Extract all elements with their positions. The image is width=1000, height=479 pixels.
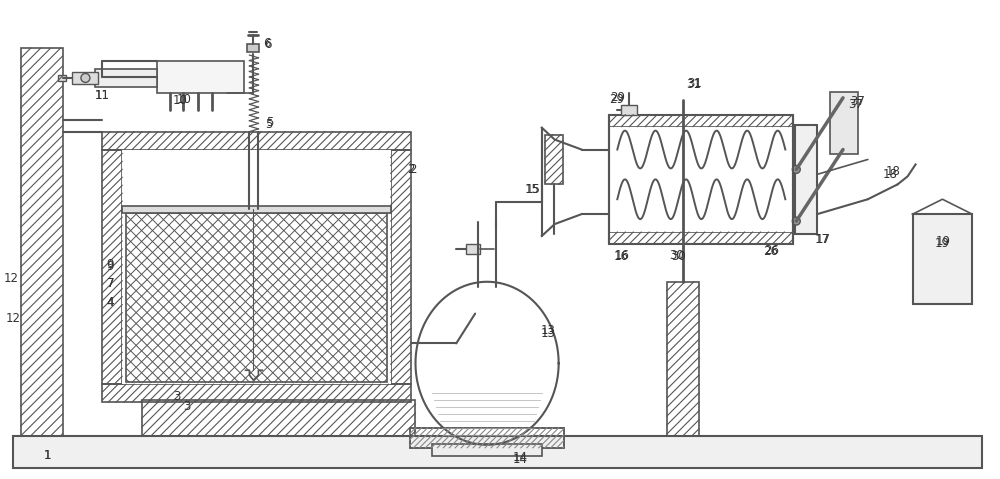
Text: 2: 2 [407,163,414,176]
Text: 14: 14 [512,451,527,464]
Polygon shape [157,61,244,93]
Text: 37: 37 [850,95,865,108]
Text: 1: 1 [44,449,51,462]
Text: 37: 37 [848,98,863,111]
Circle shape [839,94,847,102]
Text: 11: 11 [95,90,110,103]
Polygon shape [122,149,391,384]
Text: 29: 29 [609,93,624,106]
Text: 5: 5 [266,116,273,129]
Text: 18: 18 [882,168,897,181]
Text: 26: 26 [764,244,779,257]
Circle shape [839,146,847,153]
Text: 3: 3 [173,389,181,402]
Text: 19: 19 [935,238,950,251]
Polygon shape [58,75,66,81]
Text: 9: 9 [107,258,114,271]
Text: 1: 1 [44,449,51,462]
Text: 7: 7 [107,277,114,290]
Text: 15: 15 [524,183,539,196]
Polygon shape [795,125,817,234]
Text: 16: 16 [614,251,629,263]
Polygon shape [466,244,480,254]
Text: 4: 4 [107,296,114,309]
Text: 17: 17 [816,232,831,246]
Text: 13: 13 [540,327,555,340]
Text: 10: 10 [176,93,191,106]
Polygon shape [95,69,157,87]
Text: 7: 7 [107,277,114,290]
Text: 31: 31 [686,79,701,91]
Circle shape [792,217,800,225]
Text: 16: 16 [615,250,630,262]
Text: 17: 17 [815,232,830,246]
Circle shape [792,165,800,173]
Text: 4: 4 [107,296,114,309]
Text: 26: 26 [763,245,778,259]
Polygon shape [830,92,858,153]
Text: 10: 10 [172,94,187,107]
Polygon shape [13,436,982,468]
Polygon shape [122,206,391,213]
Text: 15: 15 [525,183,540,196]
Text: 5: 5 [265,118,272,131]
Text: 18: 18 [885,165,900,178]
Text: 6: 6 [264,37,271,50]
Text: 29: 29 [610,91,625,104]
Circle shape [81,73,90,82]
Polygon shape [432,444,542,456]
Text: 3: 3 [183,399,191,412]
Text: 6: 6 [265,38,272,51]
Text: 13: 13 [540,324,555,337]
Text: 9: 9 [107,261,114,274]
Text: 2: 2 [409,163,416,176]
Text: 11: 11 [95,90,110,103]
Text: 14: 14 [512,453,527,466]
Text: 12: 12 [3,272,18,285]
Text: 30: 30 [672,251,686,263]
Text: 12: 12 [5,312,20,325]
Polygon shape [621,105,637,115]
Polygon shape [913,214,972,304]
Text: 30: 30 [670,250,684,262]
Polygon shape [72,72,98,84]
Text: 31: 31 [687,78,702,91]
Polygon shape [247,44,259,52]
Text: 19: 19 [936,236,951,249]
Polygon shape [609,126,793,232]
